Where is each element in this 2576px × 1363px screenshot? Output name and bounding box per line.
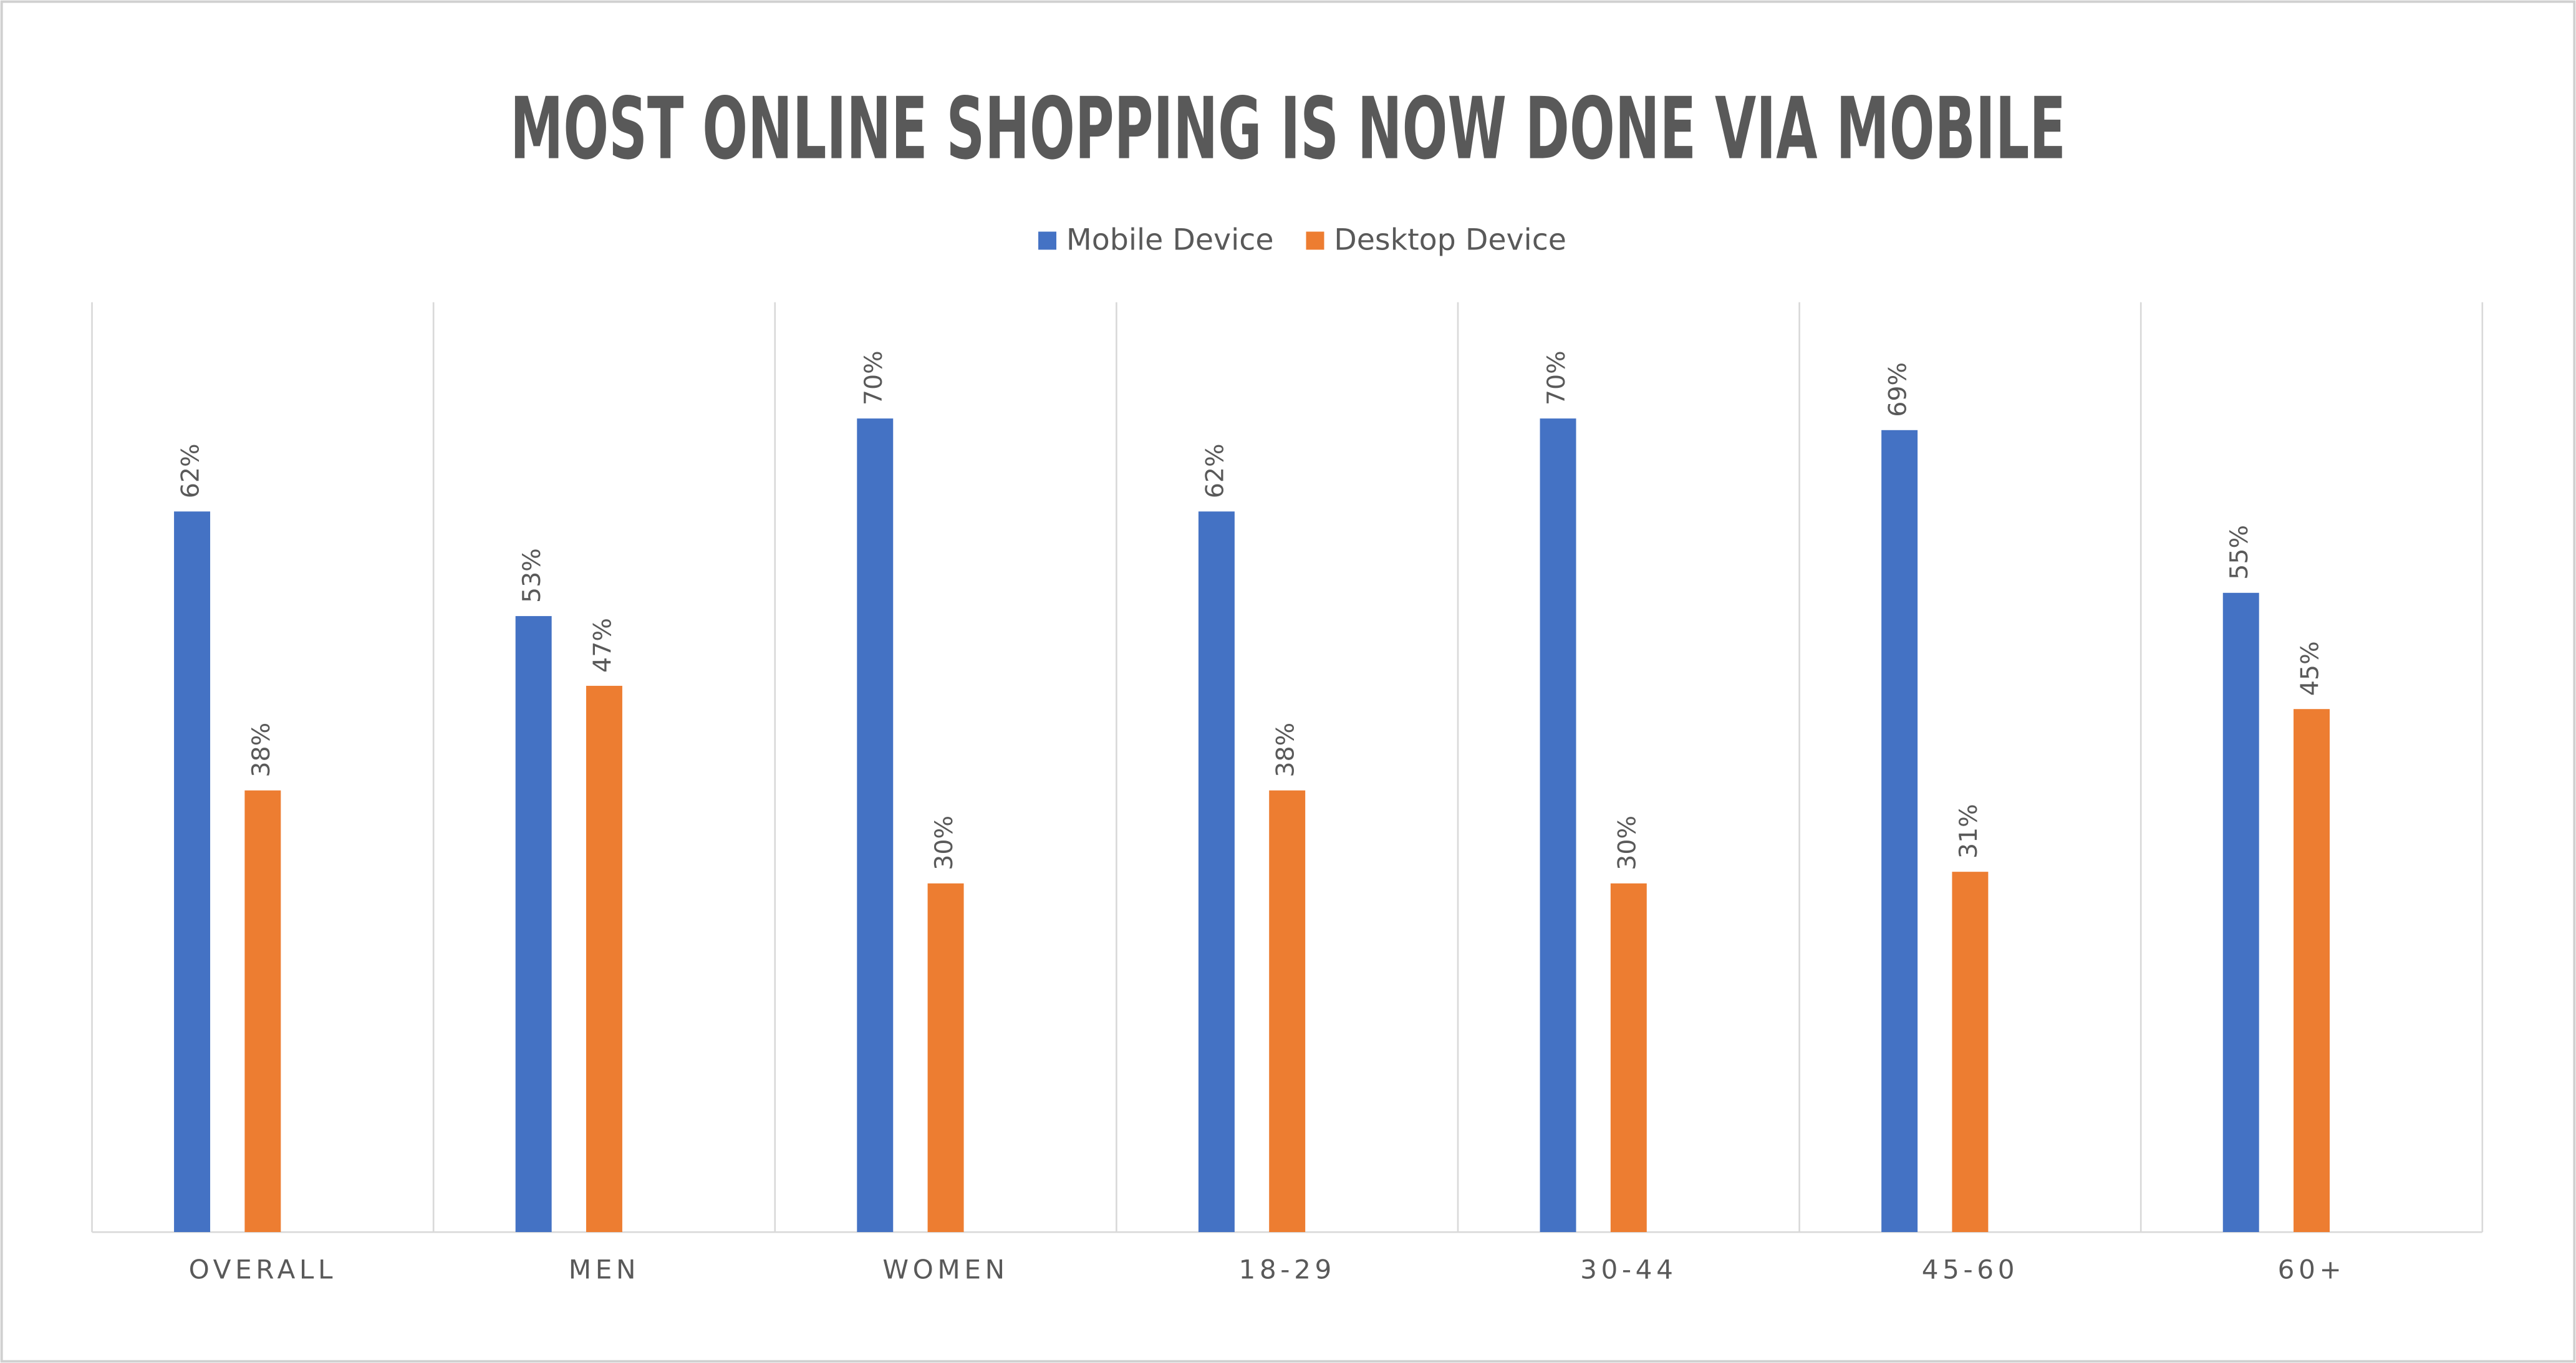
x-tick-label: 18-29 xyxy=(1238,1255,1335,1285)
bar xyxy=(1198,511,1235,1233)
value-label: 53% xyxy=(518,548,546,603)
value-label: 45% xyxy=(2296,641,2325,696)
bar xyxy=(1881,430,1918,1233)
x-tick-label: MEN xyxy=(569,1255,640,1285)
value-label: 47% xyxy=(588,618,617,673)
value-label: 70% xyxy=(859,350,888,405)
bar xyxy=(1269,790,1306,1233)
value-label: 31% xyxy=(1954,804,1983,859)
bar xyxy=(927,883,964,1233)
legend-swatch xyxy=(1306,231,1324,250)
bar xyxy=(515,616,552,1233)
value-label: 62% xyxy=(176,443,205,498)
bar xyxy=(586,685,622,1233)
x-tick-label: OVERALL xyxy=(189,1255,337,1285)
value-label: 38% xyxy=(247,723,276,778)
chart-title: MOST ONLINE SHOPPING IS NOW DONE VIA MOB… xyxy=(510,80,2066,179)
bar xyxy=(1610,883,1647,1233)
bar xyxy=(244,790,281,1233)
legend-swatch xyxy=(1038,231,1057,250)
x-tick-label: 45-60 xyxy=(1922,1255,2019,1285)
value-label: 30% xyxy=(1613,816,1641,870)
x-tick-label: WOMEN xyxy=(882,1255,1008,1285)
value-label: 55% xyxy=(2225,525,2254,580)
bar xyxy=(1952,872,1989,1233)
value-label: 69% xyxy=(1884,362,1913,417)
legend-label: Desktop Device xyxy=(1334,223,1566,257)
value-label: 70% xyxy=(1542,350,1571,405)
bar xyxy=(174,511,211,1233)
x-tick-label: 30-44 xyxy=(1580,1255,1677,1285)
x-tick-label: 60+ xyxy=(2278,1255,2346,1285)
value-label: 38% xyxy=(1271,723,1300,778)
value-label: 30% xyxy=(930,816,958,870)
bar xyxy=(2222,592,2259,1233)
bar xyxy=(2294,709,2330,1233)
bar xyxy=(857,418,894,1233)
value-label: 62% xyxy=(1200,443,1229,498)
legend-label: Mobile Device xyxy=(1066,223,1274,257)
bar xyxy=(1540,418,1576,1233)
